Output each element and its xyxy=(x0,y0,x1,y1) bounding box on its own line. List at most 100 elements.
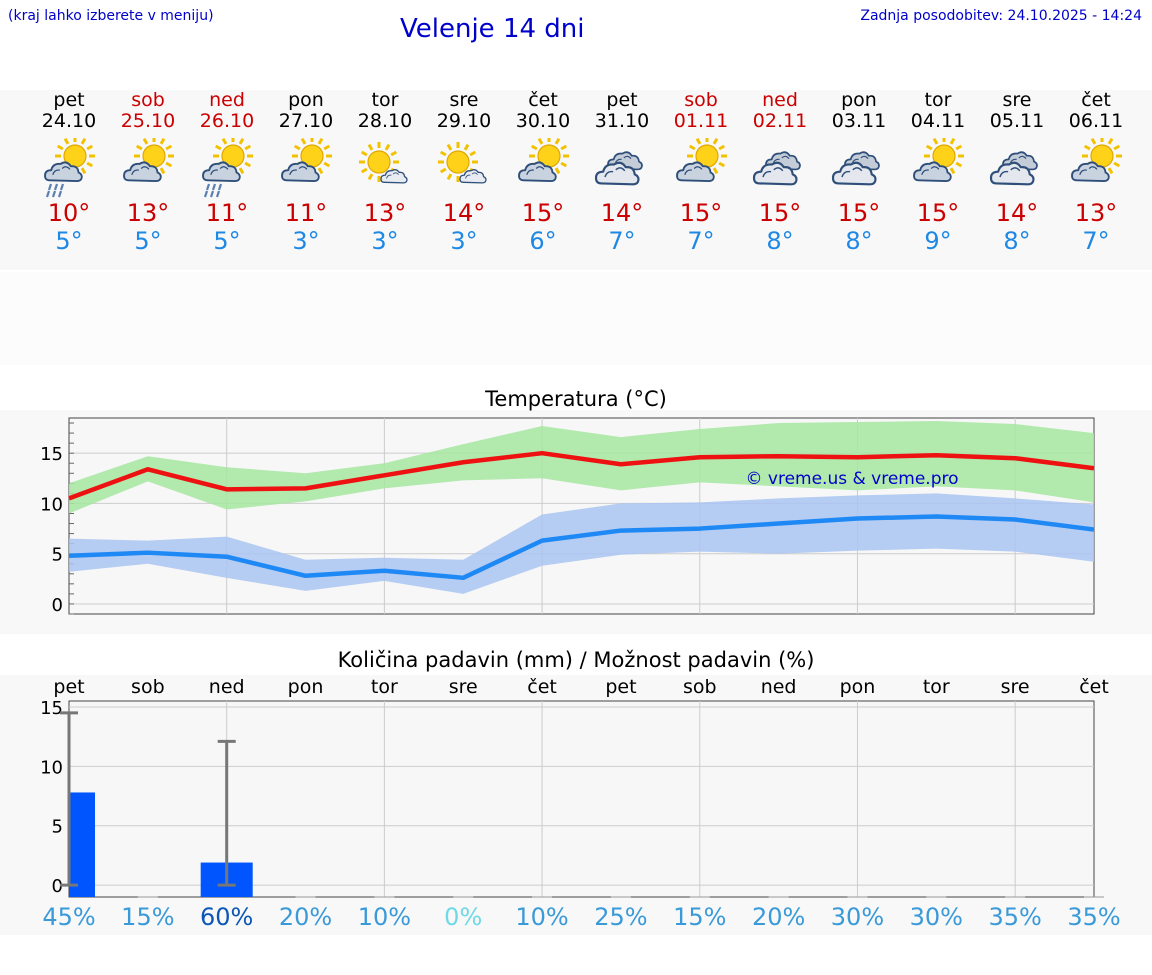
day-date: 04.11 xyxy=(910,110,966,132)
precipitation-probability: 20% xyxy=(278,903,333,931)
sun-cloud-icon xyxy=(676,138,727,182)
y-tick-label: 0 xyxy=(52,876,63,897)
min-temperature: 7° xyxy=(608,227,636,255)
x-tick-label: sob xyxy=(682,676,717,698)
y-tick-label: 5 xyxy=(52,545,63,566)
min-temperature: 3° xyxy=(371,227,399,255)
day-column: pon 03.11 15° 8° xyxy=(819,89,899,256)
cloudy-icon xyxy=(752,151,801,186)
page-title: Velenje 14 dni xyxy=(400,14,585,44)
sun-cloud-icon xyxy=(123,138,174,182)
cloudy-icon xyxy=(989,151,1038,186)
precipitation-probability: 30% xyxy=(909,903,963,931)
x-tick-label: tor xyxy=(922,676,950,698)
max-temperature-line xyxy=(68,450,1095,501)
day-date: 28.10 xyxy=(357,110,413,132)
min-temperature: 9° xyxy=(924,227,952,255)
max-temperature: 13° xyxy=(1074,199,1118,227)
watermark: © vreme.us & vreme.pro xyxy=(745,469,958,489)
min-temperature: 5° xyxy=(134,227,162,255)
x-tick-label: pet xyxy=(605,676,637,698)
day-name: sre xyxy=(449,89,479,111)
day-name: ned xyxy=(762,89,798,111)
min-temperature: 7° xyxy=(687,227,715,255)
precipitation-probability: 20% xyxy=(751,903,806,931)
day-date: 25.10 xyxy=(120,110,176,132)
max-temperature: 11° xyxy=(205,199,249,227)
day-name: sob xyxy=(131,89,165,111)
precipitation-chart: 0 5 10 15 xyxy=(40,698,1104,898)
day-column: ned 26.10 11° 5° xyxy=(187,89,267,256)
min-temperature: 5° xyxy=(55,227,83,255)
max-temperature: 10° xyxy=(47,199,91,227)
max-temperature-band xyxy=(69,421,1094,514)
y-tick-label: 15 xyxy=(40,444,63,465)
day-column: pet 31.10 14° 7° xyxy=(582,89,662,256)
cloudy-icon xyxy=(831,151,880,186)
spacer-panel xyxy=(0,272,1152,365)
temperature-chart-title: Temperatura (°C) xyxy=(485,387,667,411)
day-name: sob xyxy=(684,89,718,111)
precipitation-probability: 0% xyxy=(444,903,483,931)
x-tick-label: čet xyxy=(527,676,557,698)
day-column: sob 01.11 15° 7° xyxy=(661,89,741,256)
day-date: 24.10 xyxy=(41,110,97,132)
sun-cloud-rain-icon xyxy=(44,138,95,198)
day-column: pon 27.10 11° 3° xyxy=(266,90,346,256)
x-tick-label: tor xyxy=(370,676,398,698)
max-temperature: 14° xyxy=(995,199,1039,227)
y-tick-label: 15 xyxy=(40,698,63,719)
y-tick-label: 0 xyxy=(52,595,63,616)
sun-cloud-icon xyxy=(1071,138,1122,182)
max-temperature: 14° xyxy=(442,199,486,227)
day-column: sre 05.11 14° 8° xyxy=(977,89,1057,256)
max-temperature: 15° xyxy=(679,199,723,227)
min-temperature: 3° xyxy=(292,227,320,255)
x-tick-label: ned xyxy=(760,676,797,698)
day-name: čet xyxy=(528,89,558,111)
day-date: 01.11 xyxy=(673,110,729,132)
precipitation-probability: 10% xyxy=(357,903,412,931)
min-temperature: 8° xyxy=(766,227,794,255)
day-name: tor xyxy=(924,89,952,111)
min-temperature: 3° xyxy=(450,227,478,255)
day-name: tor xyxy=(371,89,399,111)
y-tick-label: 5 xyxy=(52,817,63,838)
precipitation-probability: 45% xyxy=(42,903,96,931)
temperature-chart: 0 5 10 15 © vreme.us & vreme.pro xyxy=(40,417,1095,616)
day-date: 30.10 xyxy=(515,110,571,132)
region-menu-hint[interactable]: (kraj lahko izberete v meniju) xyxy=(8,8,214,24)
day-date: 26.10 xyxy=(199,110,255,132)
day-date: 29.10 xyxy=(436,110,492,132)
day-name: pet xyxy=(606,89,638,111)
day-column: čet 30.10 15° 6° xyxy=(503,89,583,256)
day-column: ned 02.11 15° 8° xyxy=(740,89,820,256)
precipitation-probability: 35% xyxy=(1067,903,1121,931)
day-name: sre xyxy=(1002,89,1032,111)
min-temperature: 8° xyxy=(845,227,873,255)
day-name: ned xyxy=(209,89,245,111)
day-name: čet xyxy=(1081,89,1111,111)
cloudy-icon xyxy=(594,151,643,186)
precipitation-probability: 10% xyxy=(515,903,569,931)
x-tick-label: ned xyxy=(208,676,245,698)
x-tick-label: pon xyxy=(287,676,324,698)
max-temperature: 14° xyxy=(600,199,644,227)
last-update: Zadnja posodobitev: 24.10.2025 - 14:24 xyxy=(860,8,1142,24)
day-column: sob 25.10 13° 5° xyxy=(108,89,188,256)
max-temperature: 11° xyxy=(284,199,328,227)
day-date: 31.10 xyxy=(594,110,650,132)
x-tick-label: sre xyxy=(1000,676,1030,698)
max-temperature: 15° xyxy=(916,199,960,227)
sun-cloud-icon xyxy=(281,138,332,182)
x-tick-label: sob xyxy=(131,676,165,698)
sun-cloud-icon xyxy=(518,138,569,182)
day-name: pon xyxy=(841,89,877,111)
y-tick-label: 10 xyxy=(40,494,63,515)
day-date: 05.11 xyxy=(989,110,1045,132)
max-temperature: 13° xyxy=(363,199,407,227)
sun-small-cloud-icon xyxy=(359,142,408,184)
day-name: pet xyxy=(53,89,85,111)
day-column: sre 29.10 14° 3° xyxy=(424,89,504,256)
sun-cloud-rain-icon xyxy=(202,138,253,198)
